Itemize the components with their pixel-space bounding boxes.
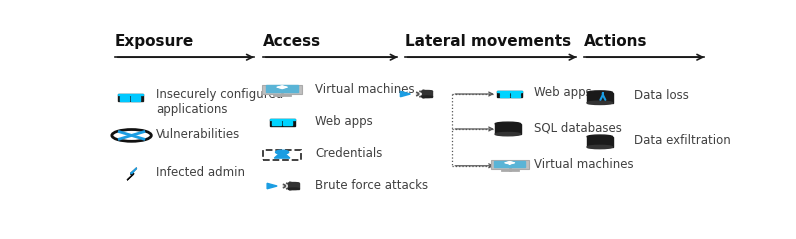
Polygon shape — [277, 86, 287, 89]
Ellipse shape — [495, 132, 521, 136]
Polygon shape — [275, 154, 290, 158]
Bar — [118, 94, 142, 101]
Bar — [510, 95, 520, 97]
Circle shape — [111, 130, 151, 141]
Text: Web apps: Web apps — [534, 87, 592, 99]
Ellipse shape — [587, 101, 613, 104]
Ellipse shape — [288, 183, 299, 184]
Bar — [263, 150, 301, 160]
Bar — [272, 121, 281, 123]
Bar — [272, 123, 281, 125]
Text: Exposure: Exposure — [115, 34, 194, 49]
Text: Web apps: Web apps — [315, 115, 373, 128]
Bar — [270, 119, 295, 120]
Text: Brute force attacks: Brute force attacks — [315, 179, 428, 192]
Bar — [494, 161, 525, 167]
Text: Vulnerabilities: Vulnerabilities — [156, 128, 240, 141]
Bar — [288, 183, 299, 189]
Text: Infected admin: Infected admin — [156, 166, 245, 179]
Text: Credentials: Credentials — [315, 147, 383, 160]
Bar — [500, 95, 509, 97]
Text: Insecurely configured
applications: Insecurely configured applications — [156, 87, 283, 116]
Ellipse shape — [495, 122, 521, 125]
Bar — [422, 91, 432, 97]
Bar — [131, 98, 140, 101]
Ellipse shape — [422, 96, 432, 98]
Polygon shape — [505, 162, 515, 164]
Bar — [266, 85, 298, 92]
Bar — [283, 121, 292, 123]
Ellipse shape — [288, 188, 299, 190]
Bar — [510, 92, 520, 94]
Text: Data exfiltration: Data exfiltration — [634, 134, 731, 147]
Text: Virtual machines: Virtual machines — [315, 82, 415, 96]
Bar — [118, 94, 142, 95]
Ellipse shape — [587, 135, 613, 138]
Bar — [283, 123, 292, 125]
Ellipse shape — [422, 91, 432, 92]
Ellipse shape — [587, 145, 613, 149]
Bar — [270, 119, 295, 126]
Bar — [120, 96, 130, 98]
Text: Actions: Actions — [583, 34, 647, 49]
Polygon shape — [131, 168, 137, 174]
Bar — [587, 92, 613, 103]
Text: Access: Access — [263, 34, 321, 49]
Text: SQL databases: SQL databases — [534, 121, 622, 134]
Bar — [491, 160, 529, 169]
Ellipse shape — [587, 91, 613, 94]
Bar — [131, 96, 140, 98]
Bar — [500, 92, 509, 94]
Text: Lateral movements: Lateral movements — [405, 34, 571, 49]
Polygon shape — [127, 168, 137, 180]
Bar — [587, 137, 613, 147]
Circle shape — [275, 150, 289, 154]
Bar — [498, 91, 522, 92]
Polygon shape — [267, 183, 277, 189]
Text: Data loss: Data loss — [634, 89, 689, 102]
Polygon shape — [400, 91, 411, 97]
Text: Virtual machines: Virtual machines — [534, 158, 634, 171]
Bar — [498, 91, 522, 97]
Bar — [495, 124, 521, 134]
Bar — [262, 85, 302, 94]
Bar — [120, 98, 130, 101]
